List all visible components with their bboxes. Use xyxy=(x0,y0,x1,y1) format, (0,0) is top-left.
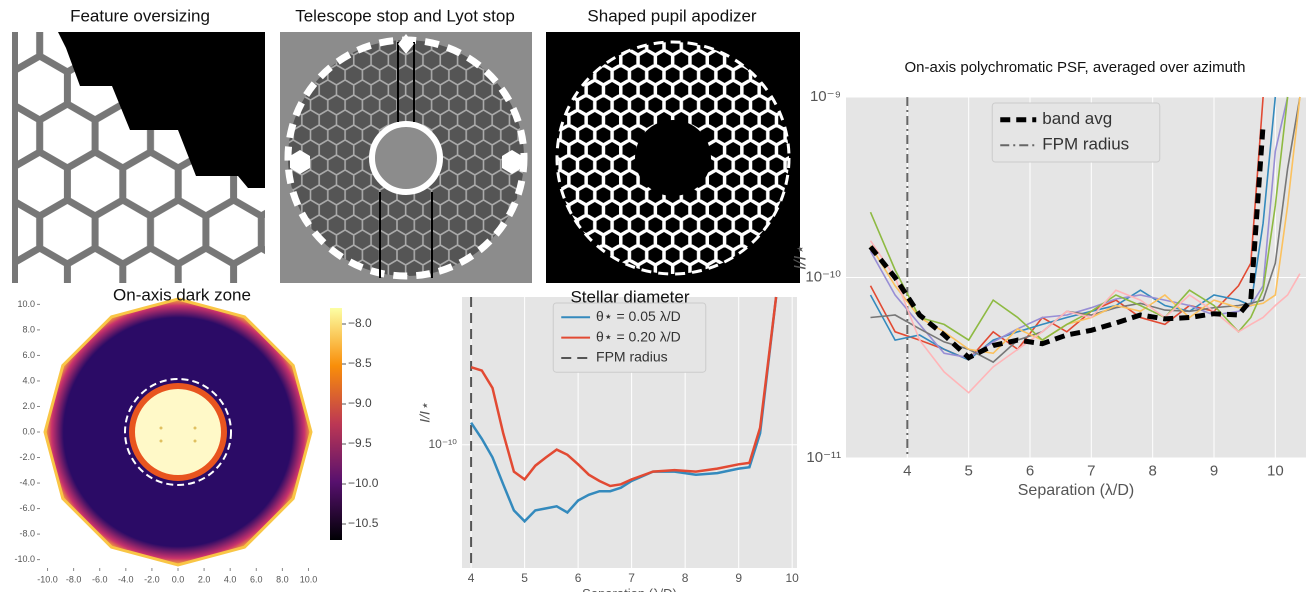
series-line xyxy=(470,296,778,524)
x-tick-label: -4.0 xyxy=(118,574,134,584)
x-tick-label: 8.0 xyxy=(276,574,289,584)
colorbar-tick-label: −10.0 xyxy=(348,476,379,490)
x-tick-label: 10.0 xyxy=(300,574,318,584)
y-tick-label: 6.0 xyxy=(22,350,35,360)
x-tick-label: -8.0 xyxy=(66,574,82,584)
series-line xyxy=(869,240,1301,394)
x-tick-label: 10 xyxy=(1267,462,1284,479)
x-tick-label: 8 xyxy=(682,571,689,585)
colorbar-tick-label: −9.5 xyxy=(348,436,372,450)
x-tick-label: 5 xyxy=(521,571,528,585)
y-tick-label: -2.0 xyxy=(19,452,35,462)
chart-title: Telescope stop and Lyot stop xyxy=(295,6,515,25)
chart-title: Stellar diameter xyxy=(570,287,689,306)
y-tick-label: -4.0 xyxy=(19,477,35,487)
x-tick-label: -10.0 xyxy=(37,574,58,584)
x-tick-label: 7 xyxy=(628,571,635,585)
legend-label: θ⋆ = 0.05 λ/D xyxy=(596,308,681,324)
x-tick-label: 0.0 xyxy=(172,574,185,584)
dark-zone-image xyxy=(43,297,342,567)
legend-label: FPM radius xyxy=(596,349,668,365)
series-line xyxy=(470,296,778,488)
y-tick-label: 4.0 xyxy=(22,375,35,385)
x-tick-label: -6.0 xyxy=(92,574,108,584)
y-axis-label: I/I⋆ xyxy=(790,245,809,270)
x-tick-label: 4 xyxy=(468,571,475,585)
x-tick-label: 4.0 xyxy=(224,574,237,584)
colorbar-tick-label: −8.0 xyxy=(348,316,372,330)
colorbar-tick-label: −8.5 xyxy=(348,356,372,370)
x-tick-label: 8 xyxy=(1148,462,1156,479)
y-tick-label: -8.0 xyxy=(19,528,35,538)
y-axis-label: I/I⋆ xyxy=(417,402,433,423)
x-tick-label: 5 xyxy=(964,462,972,479)
x-tick-label: 6.0 xyxy=(250,574,263,584)
apodizer-image xyxy=(546,32,800,283)
chart-title: Feature oversizing xyxy=(70,6,210,25)
lyot-stop-image xyxy=(280,32,532,283)
x-tick-label: 6 xyxy=(575,571,582,585)
y-tick-label: 8.0 xyxy=(22,324,35,334)
y-tick-label: 10⁻¹⁰ xyxy=(429,437,458,451)
y-tick-label: 2.0 xyxy=(22,401,35,411)
x-tick-label: 10 xyxy=(786,571,800,585)
x-tick-label: 6 xyxy=(1026,462,1034,479)
x-tick-label: 2.0 xyxy=(198,574,211,584)
y-tick-label: -6.0 xyxy=(19,503,35,513)
legend-label: FPM radius xyxy=(1042,135,1129,154)
legend-label: band avg xyxy=(1042,109,1112,128)
legend-box xyxy=(552,302,707,373)
series-line xyxy=(868,124,1266,361)
y-tick-label: 10⁻⁹ xyxy=(810,88,841,105)
x-tick-label: 7 xyxy=(1087,462,1095,479)
y-tick-label: 10.0 xyxy=(17,299,35,309)
chart-title: On-axis polychromatic PSF, averaged over… xyxy=(905,59,1246,76)
y-tick-label: -10.0 xyxy=(14,554,35,564)
x-axis-label: Separation (λ/D) xyxy=(582,586,677,592)
chart-title: On-axis dark zone xyxy=(113,285,251,304)
colorbar-tick-label: −9.0 xyxy=(348,396,372,410)
oversizing-image xyxy=(12,32,265,283)
x-tick-label: -2.0 xyxy=(144,574,160,584)
series-line xyxy=(869,96,1301,355)
x-tick-label: 4 xyxy=(903,462,911,479)
y-tick-label: 0.0 xyxy=(22,426,35,436)
y-tick-label: 10⁻¹¹ xyxy=(806,449,841,466)
colorbar-tick-label: −10.5 xyxy=(348,516,379,530)
x-tick-label: 9 xyxy=(1210,462,1218,479)
y-tick-label: 10⁻¹⁰ xyxy=(805,268,841,285)
x-tick-label: 9 xyxy=(735,571,742,585)
chart-title: Shaped pupil apodizer xyxy=(587,6,757,25)
legend-label: θ⋆ = 0.20 λ/D xyxy=(596,328,681,344)
x-axis-label: Separation (λ/D) xyxy=(1018,482,1135,499)
